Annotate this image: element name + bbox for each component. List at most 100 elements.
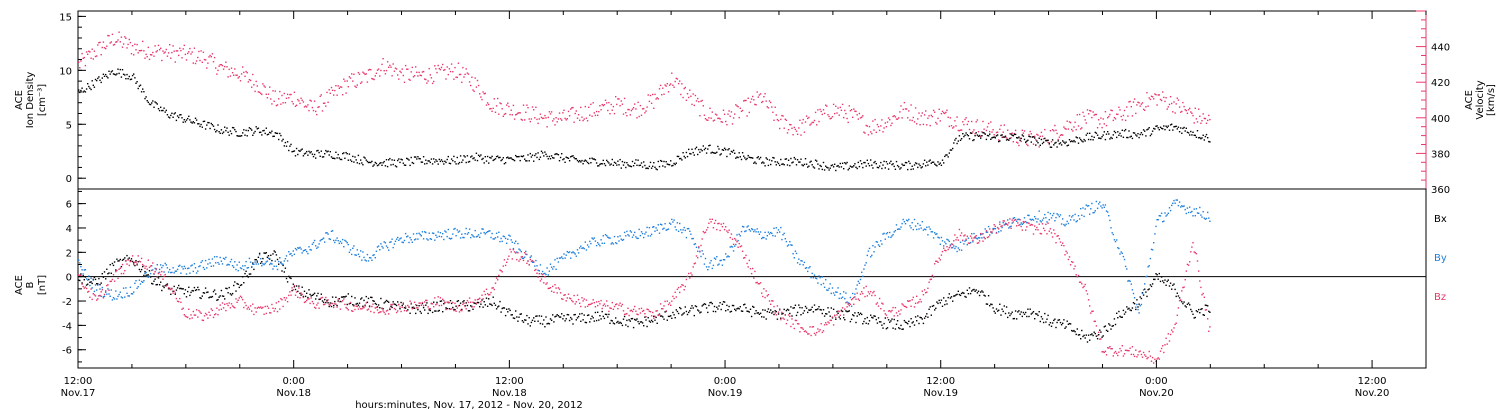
data-point <box>873 161 875 164</box>
data-point <box>868 320 871 322</box>
data-point <box>1167 279 1169 281</box>
data-point <box>1130 283 1132 285</box>
data-point <box>931 305 934 307</box>
data-point <box>553 118 555 120</box>
data-point <box>931 274 934 277</box>
data-point <box>193 47 196 49</box>
data-point <box>595 301 598 303</box>
data-point <box>212 316 215 319</box>
data-point <box>811 121 813 124</box>
data-point <box>422 306 425 309</box>
data-point <box>564 257 566 259</box>
data-point <box>559 118 562 120</box>
data-point <box>352 80 354 82</box>
data-point <box>581 247 583 249</box>
data-point <box>1164 279 1166 281</box>
data-point <box>222 307 225 309</box>
data-point <box>354 297 356 299</box>
data-point <box>122 73 125 75</box>
data-point <box>743 155 745 157</box>
data-point <box>517 156 519 158</box>
data-point <box>199 297 201 299</box>
data-point <box>817 109 819 111</box>
data-point <box>601 163 603 165</box>
data-point <box>930 162 932 164</box>
data-point <box>244 75 246 77</box>
data-point <box>1181 301 1183 303</box>
data-point <box>254 90 256 93</box>
data-point <box>383 302 385 304</box>
data-point <box>1118 134 1120 136</box>
data-point <box>333 306 335 309</box>
data-point <box>303 301 306 304</box>
data-point <box>202 51 205 53</box>
data-point <box>676 155 679 158</box>
data-point <box>1021 315 1023 318</box>
data-point <box>1004 135 1007 137</box>
data-point <box>608 162 610 164</box>
data-point <box>971 233 973 235</box>
data-point <box>401 304 403 307</box>
data-point <box>544 272 546 275</box>
data-point <box>431 311 434 314</box>
data-point <box>838 166 840 168</box>
data-point <box>882 303 884 305</box>
data-point <box>861 313 863 316</box>
data-point <box>1030 141 1032 143</box>
data-point <box>562 298 564 300</box>
data-point <box>199 265 201 267</box>
data-point <box>666 228 668 231</box>
data-point <box>1089 132 1091 134</box>
data-point <box>112 297 115 299</box>
data-point <box>329 304 331 306</box>
data-point <box>1103 123 1105 125</box>
data-point <box>380 243 382 245</box>
data-point <box>515 154 517 157</box>
data-point <box>438 309 440 312</box>
data-point <box>452 233 454 235</box>
data-point <box>418 157 420 160</box>
data-point <box>793 307 795 309</box>
data-point <box>1059 214 1062 216</box>
data-point <box>464 305 466 307</box>
data-point <box>762 295 764 298</box>
data-point <box>652 321 654 323</box>
data-point <box>204 59 207 61</box>
data-point <box>146 100 148 102</box>
data-point <box>213 314 216 316</box>
data-point <box>938 237 940 239</box>
data-point <box>148 103 151 105</box>
data-point <box>1073 126 1075 128</box>
data-point <box>85 287 88 290</box>
data-point <box>620 100 622 102</box>
data-point <box>343 78 345 80</box>
data-point <box>798 127 800 129</box>
data-point <box>390 305 392 308</box>
data-point <box>209 127 211 130</box>
data-point <box>403 309 406 312</box>
data-point <box>138 50 141 52</box>
data-point <box>616 242 618 245</box>
data-point <box>739 107 741 109</box>
data-point <box>331 296 334 298</box>
data-point <box>987 236 990 238</box>
data-point <box>197 56 199 59</box>
data-point <box>659 315 662 317</box>
data-point <box>1135 308 1137 311</box>
data-point <box>1059 142 1062 144</box>
data-point <box>489 293 491 296</box>
data-point <box>549 263 552 265</box>
data-point <box>210 296 212 298</box>
data-point <box>693 263 695 265</box>
data-point <box>585 160 588 162</box>
data-point <box>699 312 701 314</box>
data-point <box>147 46 149 49</box>
data-point <box>1055 216 1057 219</box>
data-point <box>311 243 314 245</box>
data-point <box>271 263 273 265</box>
data-point <box>126 263 128 265</box>
data-point <box>786 245 789 247</box>
data-point <box>474 299 476 301</box>
data-point <box>730 233 733 235</box>
data-point <box>87 83 89 85</box>
